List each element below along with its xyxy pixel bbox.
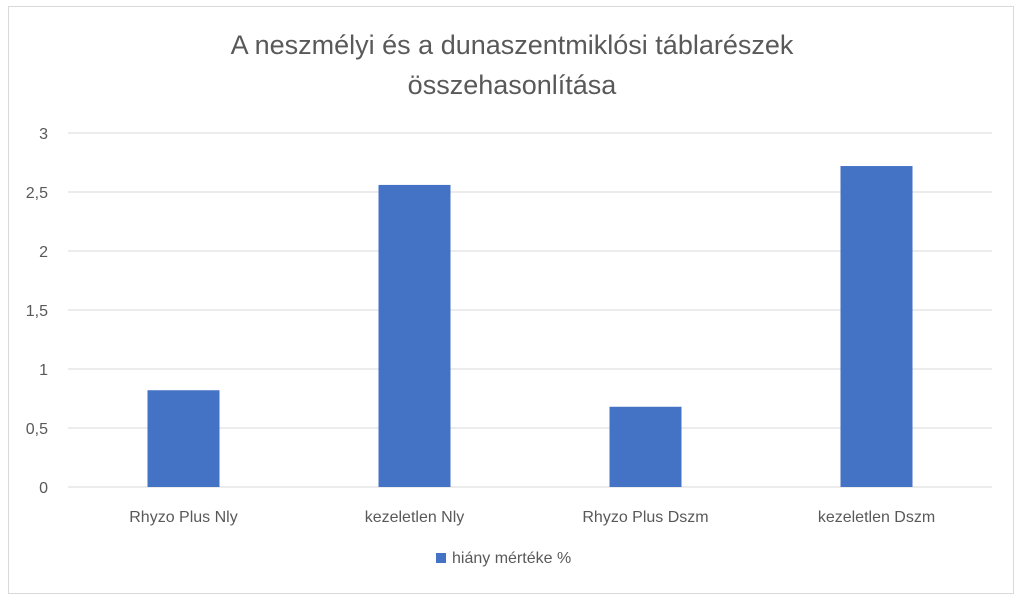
x-category-label: Rhyzo Plus Dszm xyxy=(582,509,708,526)
y-tick-label: 2 xyxy=(39,244,48,261)
bar xyxy=(840,166,913,488)
y-axis-ticks: 0 0,5 1 1,5 2 2,5 3 xyxy=(26,126,48,497)
x-category-label: kezeletlen Nly xyxy=(365,509,465,526)
x-axis-labels: Rhyzo Plus Nly kezeletlen Nly Rhyzo Plus D… xyxy=(129,509,935,526)
bars xyxy=(147,166,913,488)
chart-title-line-1: A neszmélyi és a dunaszentmiklósi táblar… xyxy=(231,30,794,60)
legend-swatch xyxy=(436,553,446,563)
chart-title-line-2: összehasonlítása xyxy=(408,70,618,100)
y-tick-label: 1 xyxy=(39,362,48,379)
y-tick-label: 2,5 xyxy=(26,185,48,202)
gridlines xyxy=(68,132,992,488)
x-category-label: kezeletlen Dszm xyxy=(818,509,935,526)
chart-title: A neszmélyi és a dunaszentmiklósi táblar… xyxy=(231,30,794,100)
bar xyxy=(378,184,451,488)
x-category-label: Rhyzo Plus Nly xyxy=(129,509,237,526)
y-tick-label: 0 xyxy=(39,480,48,497)
y-tick-label: 0,5 xyxy=(26,421,48,438)
legend-label: hiány mértéke % xyxy=(452,550,571,567)
bar xyxy=(609,406,682,487)
bar xyxy=(147,390,220,487)
y-tick-label: 1,5 xyxy=(26,303,48,320)
y-tick-label: 3 xyxy=(39,126,48,143)
legend: hiány mértéke % xyxy=(436,550,571,567)
